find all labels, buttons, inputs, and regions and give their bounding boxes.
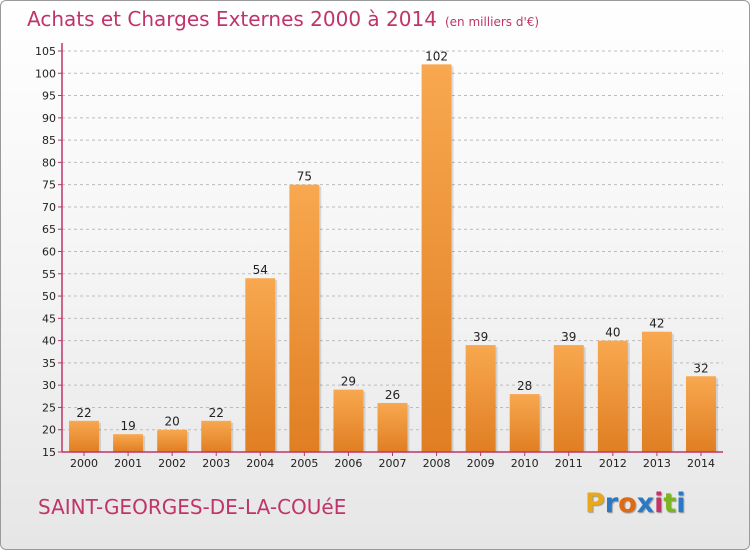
x-tick-label: 2006	[334, 457, 362, 470]
labels: 15 20 25 30 35 40 45 50 55 60 65 70 75 80 85 90 95 100 105…	[35, 45, 715, 470]
bar-value-label: 19	[120, 419, 135, 433]
y-tick-label: 35	[42, 357, 56, 370]
x-tick-label: 2014	[687, 457, 715, 470]
bar-value-label: 39	[473, 330, 488, 344]
chart-title: Achats et Charges Externes 2000 à 2014 (e…	[27, 7, 539, 31]
y-tick-label: 55	[42, 268, 56, 281]
bar-value-label: 75	[297, 170, 312, 184]
bar	[245, 278, 276, 452]
bar	[289, 184, 320, 452]
y-tick-label: 45	[42, 312, 56, 325]
bar-value-label: 40	[605, 326, 620, 340]
bar-value-label: 28	[517, 379, 532, 393]
y-tick-label: 25	[42, 401, 56, 414]
bar-value-label: 29	[341, 375, 356, 389]
logo-letter: r	[604, 488, 619, 519]
y-tick-label: 85	[42, 134, 56, 147]
y-tick-label: 80	[42, 156, 56, 169]
logo-letter: x	[636, 488, 655, 519]
logo-letter: o	[618, 488, 637, 519]
y-tick-label: 100	[35, 67, 56, 80]
y-tick-label: 40	[42, 335, 56, 348]
bar	[641, 331, 672, 452]
bar	[509, 394, 540, 452]
x-tick-label: 2003	[202, 457, 230, 470]
x-tick-label: 2005	[290, 457, 318, 470]
bar-value-label: 32	[693, 361, 708, 375]
x-tick-label: 2002	[158, 457, 186, 470]
bar	[553, 345, 584, 452]
x-tick-label: 2004	[246, 457, 274, 470]
bar-value-label: 39	[561, 330, 576, 344]
bar	[465, 345, 496, 452]
y-tick-label: 70	[42, 201, 56, 214]
bar-value-label: 22	[209, 406, 224, 420]
logo-letter: P	[585, 488, 605, 519]
bars	[69, 64, 718, 452]
y-tick-label: 105	[35, 45, 56, 58]
bar	[333, 389, 364, 452]
bar	[377, 402, 408, 452]
y-tick-label: 30	[42, 379, 56, 392]
logo-letter: t	[663, 488, 677, 519]
bar	[421, 64, 452, 452]
bar-value-label: 42	[649, 317, 664, 331]
bar-value-label: 20	[165, 415, 180, 429]
y-tick-label: 90	[42, 112, 56, 125]
x-tick-label: 2013	[643, 457, 671, 470]
y-tick-label: 60	[42, 246, 56, 259]
x-tick-label: 2001	[114, 457, 142, 470]
x-tick-label: 2010	[511, 457, 539, 470]
y-tick-label: 50	[42, 290, 56, 303]
bar-value-label: 22	[76, 406, 91, 420]
bar-value-label: 54	[253, 263, 268, 277]
bar-value-label: 102	[425, 49, 448, 63]
bar	[157, 429, 188, 452]
logo-letter: i	[676, 488, 686, 519]
x-tick-label: 2008	[423, 457, 451, 470]
chart-subtitle: (en milliers d'€)	[444, 15, 540, 29]
bar	[597, 340, 628, 452]
bar	[201, 420, 232, 452]
bar-value-label: 26	[385, 388, 400, 402]
x-tick-label: 2011	[555, 457, 583, 470]
y-tick-label: 95	[42, 90, 56, 103]
y-tick-label: 75	[42, 179, 56, 192]
bar	[113, 434, 144, 452]
axes	[58, 43, 723, 456]
bar	[685, 376, 716, 452]
logo-letter: i	[654, 488, 664, 519]
x-tick-label: 2007	[379, 457, 407, 470]
bar	[69, 420, 100, 452]
commune-name: SAINT-GEORGES-DE-LA-COUéE	[38, 495, 347, 519]
x-tick-label: 2009	[467, 457, 495, 470]
y-tick-label: 65	[42, 223, 56, 236]
chart-title-text: Achats et Charges Externes 2000 à 2014	[27, 7, 437, 31]
proxiti-logo: Proxiti	[585, 488, 686, 519]
y-tick-label: 15	[42, 446, 56, 459]
x-tick-label: 2000	[70, 457, 98, 470]
y-tick-label: 20	[42, 424, 56, 437]
x-tick-label: 2012	[599, 457, 627, 470]
